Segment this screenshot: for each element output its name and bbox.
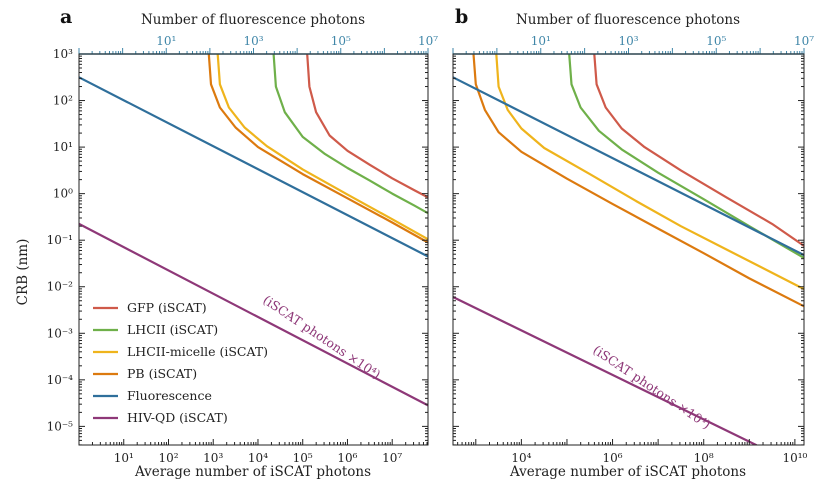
panel-b-x-axis-title: Average number of iSCAT photons	[509, 464, 746, 480]
legend-label-pb: PB (iSCAT)	[127, 366, 197, 381]
panel-b-top-axis-title: Number of fluorescence photons	[516, 12, 740, 28]
panel-a-top-axis-title: Number of fluorescence photons	[141, 12, 365, 28]
top-tick-label: 10⁵	[706, 34, 726, 48]
top-tick-label: 10¹	[156, 34, 176, 48]
panel-b: b Number of fluorescence photons Average…	[452, 6, 814, 480]
series-line-hiv-qd	[453, 295, 758, 445]
y-tick-label: 10¹	[53, 140, 73, 154]
legend-label-lhcii-micelle: LHCII-micelle (iSCAT)	[127, 344, 268, 359]
panel-a-annotation: (iSCAT photons ×10⁴)	[260, 292, 383, 382]
legend-label-gfp: GFP (iSCAT)	[127, 300, 207, 315]
legend-item-lhcii: LHCII (iSCAT)	[93, 322, 218, 337]
y-tick-label: 10³	[53, 47, 73, 61]
series-line-lhcii-micelle	[216, 54, 428, 241]
panel-b-series	[453, 54, 804, 445]
x-tick-label: 10⁶	[337, 451, 357, 465]
y-tick-label: 10⁻⁵	[47, 419, 74, 433]
legend-label-lhcii: LHCII (iSCAT)	[127, 322, 218, 337]
series-line-hiv-qd	[79, 222, 428, 407]
y-tick-label: 10⁻²	[47, 280, 74, 294]
series-line-lhcii	[568, 54, 804, 259]
x-tick-label: 10¹	[114, 451, 134, 465]
series-line-lhcii	[272, 54, 428, 215]
legend-item-hiv-qd: HIV-QD (iSCAT)	[93, 410, 228, 425]
x-tick-label: 10⁸	[694, 451, 714, 465]
y-tick-label: 10⁰	[53, 187, 73, 201]
top-tick-label: 10⁵	[331, 34, 351, 48]
y-tick-label: 10⁻⁴	[47, 373, 74, 387]
x-tick-label: 10⁵	[293, 451, 313, 465]
top-tick-label: 10⁷	[794, 34, 814, 48]
panel-a-ticks: 10³ 10² 10¹ 10⁰ 10⁻¹ 10⁻² 10⁻³ 10⁻⁴ 10⁻⁵ 10¹ 10² 10…	[47, 34, 439, 465]
y-axis-title: CRB (nm)	[15, 239, 31, 306]
y-tick-label: 10²	[53, 94, 73, 108]
top-tick-label: 10³	[243, 34, 263, 48]
x-tick-label: 10⁴	[248, 451, 268, 465]
legend-label-fluorescence: Fluorescence	[127, 388, 212, 403]
legend-item-lhcii-micelle: LHCII-micelle (iSCAT)	[93, 344, 268, 359]
panel-b-ticks: 10⁴ 10⁶ 10⁸ 10¹⁰ 10¹ 10³ 10⁵ 10⁷	[452, 34, 814, 465]
legend: GFP (iSCAT) LHCII (iSCAT) LHCII-micelle …	[93, 300, 268, 425]
series-line-pb	[207, 54, 428, 244]
top-tick-label: 10¹	[531, 34, 551, 48]
legend-item-gfp: GFP (iSCAT)	[93, 300, 207, 315]
top-tick-label: 10⁷	[418, 34, 438, 48]
panel-b-letter: b	[455, 6, 468, 28]
x-tick-label: 10¹⁰	[782, 451, 807, 465]
legend-item-fluorescence: Fluorescence	[93, 388, 212, 403]
x-tick-label: 10³	[203, 451, 223, 465]
panel-a-x-axis-title: Average number of iSCAT photons	[134, 464, 371, 480]
panel-a-series	[79, 54, 428, 407]
series-line-gfp	[593, 54, 804, 247]
x-tick-label: 10⁴	[511, 451, 531, 465]
series-line-fluorescence	[79, 76, 428, 258]
series-line-fluorescence	[453, 76, 804, 257]
y-tick-label: 10⁻¹	[47, 233, 73, 247]
x-tick-label: 10²	[158, 451, 178, 465]
y-tick-label: 10⁻³	[47, 326, 74, 340]
legend-item-pb: PB (iSCAT)	[93, 366, 197, 381]
panel-b-annotation: (iSCAT photons ×10⁴)	[590, 342, 713, 432]
panel-a: a Number of fluorescence photons Average…	[47, 6, 439, 480]
top-tick-label: 10³	[618, 34, 638, 48]
panel-b-frame	[452, 53, 805, 446]
x-tick-label: 10⁶	[602, 451, 622, 465]
series-line-gfp	[306, 54, 428, 199]
panel-a-frame	[78, 53, 429, 446]
legend-label-hiv-qd: HIV-QD (iSCAT)	[127, 410, 228, 425]
series-line-lhcii-micelle	[495, 54, 804, 291]
series-line-pb	[472, 54, 804, 308]
panel-a-letter: a	[60, 6, 72, 28]
x-tick-label: 10⁷	[382, 451, 402, 465]
